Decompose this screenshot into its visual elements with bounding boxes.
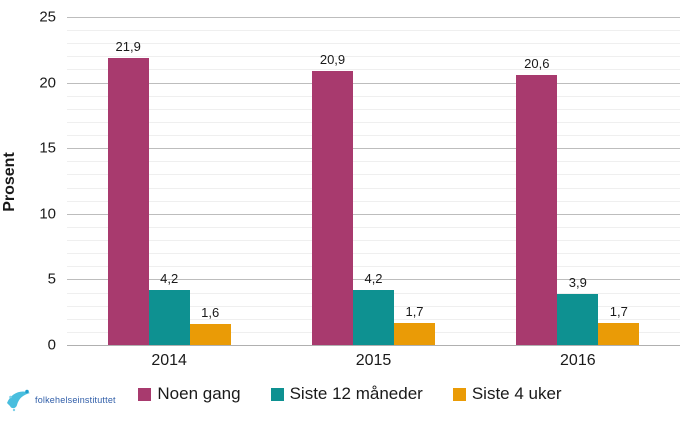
- bar-2016-series-2: [598, 322, 640, 345]
- bar-2016-series-0: [516, 74, 558, 345]
- minor-gridline-13: [67, 174, 680, 176]
- minor-gridline-11: [67, 200, 680, 202]
- bar-value-label-2015-series-1: 4,2: [364, 270, 383, 286]
- minor-gridline-19: [67, 95, 680, 97]
- logo: folkehelseinstituttet: [6, 388, 116, 412]
- minor-gridline-23: [67, 43, 680, 45]
- x-tick-label-2015: 2015: [355, 352, 392, 369]
- minor-gridline-9: [67, 226, 680, 228]
- bar-2014-series-2: [189, 324, 231, 345]
- legend-swatch-icon: [270, 387, 284, 401]
- bar-2015-series-1: [353, 289, 394, 345]
- bar-2014-series-1: [148, 289, 190, 345]
- y-tick-label-15: 15: [39, 139, 56, 157]
- minor-gridline-22: [67, 56, 680, 58]
- legend-label: Siste 12 måneder: [289, 384, 423, 403]
- legend-swatch-icon: [452, 387, 466, 401]
- bar-value-label-2016-series-1: 3,9: [568, 274, 587, 290]
- minor-gridline-21: [67, 69, 680, 71]
- legend-label: Noen gang: [157, 384, 241, 403]
- minor-gridline-8: [67, 240, 680, 242]
- major-gridline-25: [67, 17, 680, 18]
- bar-2014-series-0: [107, 57, 149, 345]
- major-gridline-15: [67, 148, 680, 150]
- bar-value-label-2015-series-2: 1,7: [405, 303, 424, 319]
- minor-gridline-14: [67, 161, 680, 163]
- major-gridline-20: [67, 82, 680, 84]
- plot-area: 21,9 4,2 1,6 20,9 4,2 1,7 20,6 3,9 1,7: [67, 17, 680, 346]
- legend-item-2: Siste 4 uker: [452, 384, 562, 404]
- minor-gridline-12: [67, 187, 680, 189]
- minor-gridline-24: [67, 30, 680, 32]
- y-tick-label-20: 20: [39, 74, 56, 92]
- bar-2015-series-0: [312, 70, 353, 345]
- bar-value-label-2016-series-0: 20,6: [524, 55, 550, 71]
- y-tick-label-5: 5: [47, 270, 56, 288]
- y-tick-label-25: 25: [39, 8, 56, 26]
- y-tick-label-0: 0: [47, 336, 56, 354]
- major-gridline-10: [67, 213, 680, 215]
- bar-2016-series-1: [557, 293, 599, 345]
- minor-gridline-16: [67, 135, 680, 137]
- minor-gridline-6: [67, 266, 680, 268]
- bar-value-label-2014-series-0: 21,9: [115, 38, 141, 54]
- bar-value-label-2015-series-0: 20,9: [319, 51, 346, 67]
- bar-2015-series-2: [394, 322, 435, 345]
- legend-swatch-icon: [138, 387, 152, 401]
- legend: Noen gang Siste 12 måneder Siste 4 uker: [0, 384, 700, 404]
- major-gridline-5: [67, 279, 680, 281]
- legend-item-1: Siste 12 måneder: [270, 384, 423, 404]
- minor-gridline-17: [67, 121, 680, 123]
- bar-value-label-2014-series-2: 1,6: [201, 305, 220, 321]
- fhi-logo-icon: [7, 389, 30, 412]
- x-axis-line: [67, 345, 680, 346]
- legend-item-0: Noen gang: [138, 384, 241, 404]
- y-axis-title: Prosent: [1, 152, 18, 212]
- bar-value-label-2014-series-1: 4,2: [160, 270, 179, 286]
- logo-text: folkehelseinstituttet: [35, 395, 116, 405]
- bar-value-label-2016-series-2: 1,7: [609, 303, 628, 319]
- minor-gridline-18: [67, 108, 680, 110]
- y-tick-label-10: 10: [39, 205, 56, 223]
- x-tick-label-2014: 2014: [151, 352, 187, 369]
- x-tick-label-2016: 2016: [560, 352, 596, 369]
- minor-gridline-7: [67, 253, 680, 255]
- legend-label: Siste 4 uker: [471, 384, 562, 403]
